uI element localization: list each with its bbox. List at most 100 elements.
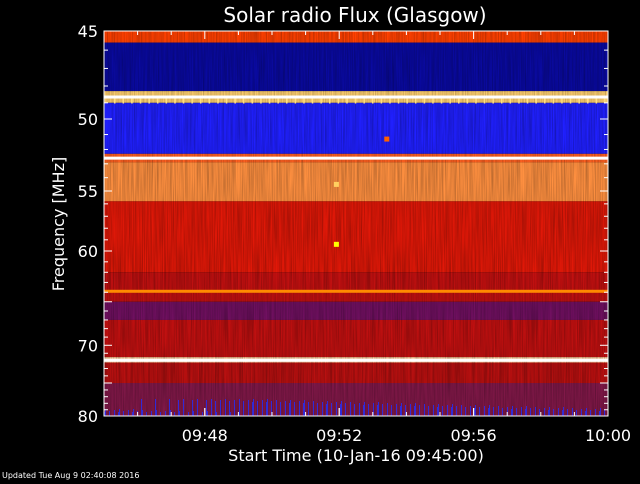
periodic-mark [139, 98, 142, 104]
interference-streak [202, 412, 203, 416]
interference-streak [174, 412, 175, 416]
interference-streak [530, 408, 531, 416]
periodic-mark [492, 98, 494, 104]
x-tick-label: 09:48 [182, 426, 228, 445]
interference-streak [364, 402, 365, 416]
interference-streak [192, 400, 193, 416]
interference-streak [317, 403, 318, 416]
interference-streak [475, 405, 476, 416]
interference-streak [239, 399, 240, 416]
periodic-mark [466, 98, 469, 104]
interference-streak [600, 408, 601, 416]
interference-streak [535, 407, 536, 416]
interference-streak [119, 409, 120, 416]
interference-streak [470, 406, 471, 416]
interference-streak [193, 411, 194, 416]
periodic-mark [329, 98, 331, 104]
interference-streak [512, 406, 513, 416]
interference-streak [521, 407, 522, 416]
y-tick-label: 70 [78, 336, 98, 355]
interference-streak [350, 402, 351, 416]
interference-streak [234, 400, 235, 416]
interference-streak [304, 400, 305, 416]
periodic-mark [535, 98, 537, 104]
interference-streak [303, 403, 304, 416]
periodic-mark [174, 98, 176, 104]
interference-streak [428, 406, 429, 416]
periodic-mark [277, 98, 279, 104]
periodic-mark [346, 98, 348, 104]
interference-streak [493, 407, 494, 416]
interference-streak [502, 408, 503, 416]
interference-streak [225, 399, 226, 416]
interference-streak [479, 407, 480, 416]
y-axis-label: Frequency [MHz] [49, 157, 68, 291]
periodic-mark [337, 98, 340, 104]
periodic-mark [415, 98, 417, 104]
interference-streak [183, 399, 184, 416]
hotspot [384, 136, 390, 142]
interference-streak [567, 409, 568, 416]
periodic-mark [578, 98, 580, 104]
periodic-mark [320, 98, 322, 104]
interference-streak [229, 401, 230, 416]
periodic-mark [294, 98, 297, 104]
interference-streak [267, 399, 268, 416]
plot-border [103, 30, 609, 417]
periodic-mark [526, 98, 529, 104]
periodic-mark [595, 98, 598, 104]
interference-streak [294, 402, 295, 416]
interference-streak [451, 407, 452, 416]
interference-streak [548, 410, 549, 416]
interference-streak [206, 400, 207, 416]
interference-streak [197, 399, 198, 416]
interference-streak [169, 399, 170, 416]
interference-streak [377, 405, 378, 416]
interference-streak [340, 404, 341, 416]
periodic-mark [165, 98, 168, 104]
interference-streak [359, 403, 360, 416]
interference-streak [511, 409, 512, 416]
emission-line [104, 358, 608, 362]
interference-streak [595, 409, 596, 416]
periodic-mark [114, 98, 116, 104]
interference-streak [128, 410, 129, 416]
x-axis-label: Start Time (10-Jan-16 09:45:00) [228, 446, 484, 465]
y-tick-label: 55 [78, 182, 98, 201]
interference-streak [400, 406, 401, 416]
interference-streak [155, 399, 156, 416]
hotspot [333, 241, 339, 247]
interference-streak [118, 412, 119, 416]
periodic-mark [268, 98, 271, 104]
interference-streak [526, 406, 527, 416]
interference-streak [516, 408, 517, 416]
interference-streak [146, 412, 147, 416]
interference-streak [581, 409, 582, 416]
interference-streak [132, 412, 133, 416]
periodic-mark [225, 98, 228, 104]
interference-streak [165, 411, 166, 416]
interference-streak [382, 404, 383, 416]
interference-streak [539, 409, 540, 416]
interference-streak [447, 405, 448, 416]
periodic-mark [354, 98, 357, 104]
spectrum-texture [104, 31, 608, 416]
interference-streak [363, 405, 364, 416]
periodic-mark [483, 98, 486, 104]
interference-streak [465, 407, 466, 416]
interference-streak [562, 410, 563, 416]
periodic-mark [432, 98, 434, 104]
interference-streak [141, 399, 142, 416]
y-tick-label: 60 [78, 242, 98, 261]
periodic-mark [234, 98, 236, 104]
chart-title: Solar radio Flux (Glasgow) [223, 3, 486, 27]
interference-streak [368, 404, 369, 416]
interference-streak [415, 403, 416, 416]
periodic-mark [509, 98, 512, 104]
interference-streak [178, 400, 179, 416]
interference-streak [271, 401, 272, 416]
periodic-mark [286, 98, 288, 104]
interference-streak [188, 412, 189, 416]
periodic-mark [217, 98, 219, 104]
